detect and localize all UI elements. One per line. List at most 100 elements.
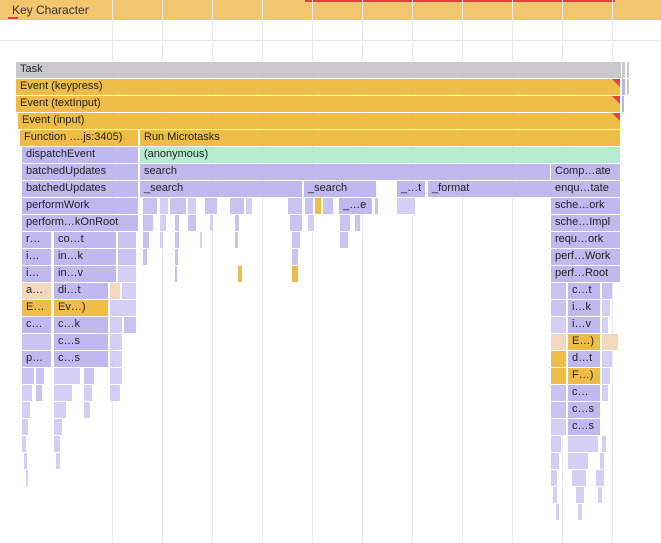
flame-slice[interactable] xyxy=(602,385,608,401)
flame-block[interactable]: _search xyxy=(304,181,376,197)
flame-slice[interactable] xyxy=(602,317,608,333)
flame-block[interactable]: _…e xyxy=(339,198,372,214)
flame-slice[interactable] xyxy=(143,249,147,265)
flame-slice[interactable] xyxy=(22,368,34,384)
flame-slice[interactable] xyxy=(551,453,559,469)
flame-slice[interactable] xyxy=(22,402,30,418)
flame-slice[interactable] xyxy=(551,419,566,435)
flame-slice[interactable] xyxy=(26,470,28,486)
flame-slice[interactable] xyxy=(375,198,378,214)
flame-slice[interactable] xyxy=(54,402,66,418)
flame-slice[interactable] xyxy=(551,300,566,316)
flame-slice[interactable] xyxy=(54,385,72,401)
flame-block[interactable]: c…s xyxy=(54,334,108,350)
flame-slice[interactable] xyxy=(22,436,26,452)
flame-block[interactable]: i… xyxy=(22,249,51,265)
flame-slice[interactable] xyxy=(602,436,606,452)
flame-block[interactable]: c… xyxy=(22,317,51,333)
flame-slice[interactable] xyxy=(355,215,360,231)
flame-slice[interactable] xyxy=(627,79,629,95)
flame-slice[interactable] xyxy=(110,283,120,299)
flame-slice[interactable] xyxy=(551,317,566,333)
flame-slice[interactable] xyxy=(551,368,566,384)
flame-slice[interactable] xyxy=(551,334,566,350)
flame-slice[interactable] xyxy=(602,300,610,316)
flame-slice[interactable] xyxy=(36,385,42,401)
flame-slice[interactable] xyxy=(84,385,92,401)
flame-slice[interactable] xyxy=(210,215,213,231)
flame-slice[interactable] xyxy=(188,215,196,231)
flame-slice[interactable] xyxy=(602,283,612,299)
flame-block[interactable]: p… xyxy=(22,351,51,367)
flame-slice[interactable] xyxy=(602,368,610,384)
flame-block[interactable]: search xyxy=(140,164,550,180)
flame-slice[interactable] xyxy=(54,368,80,384)
flame-block[interactable]: co…t xyxy=(54,232,116,248)
flame-block[interactable]: perform…kOnRoot xyxy=(22,215,138,231)
flame-slice[interactable] xyxy=(160,232,163,248)
flame-block[interactable]: Event (keypress) xyxy=(16,79,620,95)
flame-block[interactable]: batchedUpdates xyxy=(22,181,138,197)
flame-slice[interactable] xyxy=(551,283,566,299)
flame-slice[interactable] xyxy=(551,402,566,418)
flame-slice[interactable] xyxy=(110,368,122,384)
flame-slice[interactable] xyxy=(188,198,196,214)
flame-slice[interactable] xyxy=(235,215,239,231)
flame-slice[interactable] xyxy=(553,487,557,503)
flame-block[interactable]: c…s xyxy=(54,351,108,367)
flame-slice[interactable] xyxy=(323,198,333,214)
flame-slice[interactable] xyxy=(290,215,302,231)
flame-block[interactable]: Event (textInput) xyxy=(16,96,620,112)
flame-slice[interactable] xyxy=(110,334,122,350)
flame-slice[interactable] xyxy=(235,232,238,248)
flame-slice[interactable] xyxy=(292,232,300,248)
flame-block[interactable]: perf…Work xyxy=(551,249,620,265)
flame-slice[interactable] xyxy=(238,266,242,282)
flame-slice[interactable] xyxy=(170,198,186,214)
flame-slice[interactable] xyxy=(175,215,179,231)
flame-block[interactable]: d…t xyxy=(568,351,600,367)
flame-slice[interactable] xyxy=(110,385,120,401)
flame-slice[interactable] xyxy=(340,232,348,248)
flame-slice[interactable] xyxy=(308,215,314,231)
flame-slice[interactable] xyxy=(568,453,588,469)
flame-slice[interactable] xyxy=(22,385,32,401)
flame-slice[interactable] xyxy=(54,419,62,435)
flame-block[interactable]: batchedUpdates xyxy=(22,164,138,180)
flame-slice[interactable] xyxy=(551,470,557,486)
flame-block[interactable]: (anonymous) xyxy=(140,147,620,163)
flame-slice[interactable] xyxy=(551,385,566,401)
flame-slice[interactable] xyxy=(118,249,136,265)
flame-block[interactable]: r… xyxy=(22,232,51,248)
flame-slice[interactable] xyxy=(556,504,559,520)
flame-block[interactable]: Event (input) xyxy=(18,113,620,129)
flame-slice[interactable] xyxy=(122,283,136,299)
flame-block[interactable]: sche…ork xyxy=(551,198,620,214)
flame-slice[interactable] xyxy=(84,368,94,384)
flame-slice[interactable] xyxy=(143,232,149,248)
flame-slice[interactable] xyxy=(110,317,122,333)
flame-slice[interactable] xyxy=(397,198,415,214)
flame-slice[interactable] xyxy=(22,334,51,350)
flame-slice[interactable] xyxy=(622,79,625,95)
flame-slice[interactable] xyxy=(622,62,625,78)
flame-slice[interactable] xyxy=(22,419,28,435)
flame-block[interactable]: requ…ork xyxy=(551,232,620,248)
flame-slice[interactable] xyxy=(315,198,321,214)
flame-slice[interactable] xyxy=(292,266,298,282)
flame-block[interactable]: i…v xyxy=(568,317,600,333)
flame-slice[interactable] xyxy=(578,504,582,520)
flame-slice[interactable] xyxy=(36,368,44,384)
flame-slice[interactable] xyxy=(551,436,561,452)
flame-slice[interactable] xyxy=(576,487,584,503)
flame-slice[interactable] xyxy=(143,198,157,214)
flame-slice[interactable] xyxy=(143,215,153,231)
flame-slice[interactable] xyxy=(292,249,298,265)
flame-slice[interactable] xyxy=(622,96,624,112)
flame-block[interactable]: Function ….js:3405) xyxy=(20,130,138,146)
flame-block[interactable]: c… xyxy=(568,385,600,401)
flame-block[interactable]: enqu…tate xyxy=(551,181,620,197)
flame-slice[interactable] xyxy=(205,198,217,214)
flame-slice[interactable] xyxy=(54,436,60,452)
